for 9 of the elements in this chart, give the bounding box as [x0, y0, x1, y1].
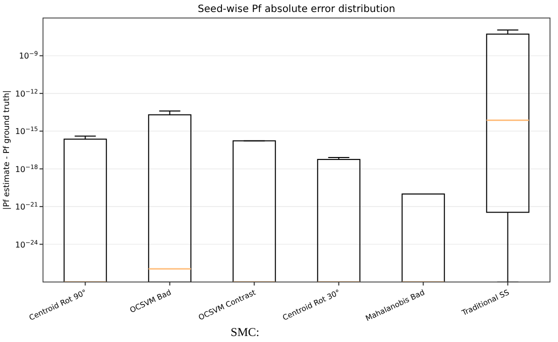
y-axis-title: |Pf estimate - Pf ground truth| [2, 90, 11, 210]
y-tick-label: 10$^{−21}$ [15, 201, 38, 212]
y-tick-label: 10$^{−15}$ [15, 126, 38, 136]
y-tick-label: 10$^{−9}$ [18, 50, 38, 61]
y-tick-label: 10$^{−24}$ [15, 238, 38, 250]
y-tick-label: 10$^{−12}$ [15, 88, 38, 98]
text: SMC: [230, 325, 260, 339]
y-tick-label: 10$^{−18}$ [15, 163, 38, 174]
chart-title: Seed-wise Pf absolute error distribution [198, 4, 396, 15]
